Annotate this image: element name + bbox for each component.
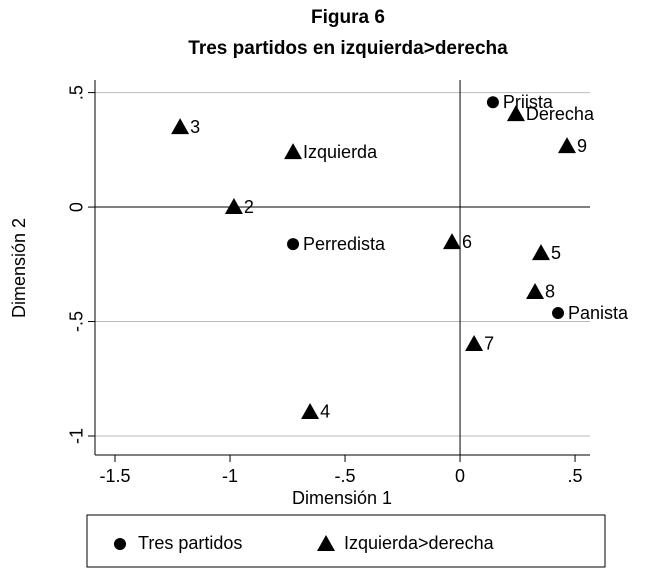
y-tick-label: -1 [67, 428, 87, 444]
x-tick-label: 0 [455, 466, 465, 486]
point-label: Panista [568, 303, 629, 323]
legend-label: Tres partidos [138, 533, 242, 553]
y-tick-label: .5 [67, 85, 87, 100]
x-tick-label: .5 [568, 466, 583, 486]
legend-box [86, 514, 606, 568]
y-tick-label: -.5 [67, 311, 87, 332]
point [287, 238, 300, 251]
point [506, 105, 525, 122]
point-label: Derecha [526, 104, 595, 124]
chart-title: Figura 6 [311, 7, 385, 28]
point [486, 96, 499, 109]
point-label: 4 [320, 402, 330, 422]
point [526, 282, 545, 299]
point [171, 118, 190, 135]
x-tick-label: -.5 [335, 466, 356, 486]
x-tick-label: -1.5 [99, 466, 130, 486]
point [552, 307, 565, 320]
point-label: 3 [190, 117, 200, 137]
legend-marker [317, 535, 335, 551]
point [465, 334, 484, 351]
point-label: Perredista [303, 234, 386, 254]
point-label: 2 [244, 197, 254, 217]
point [224, 198, 243, 215]
legend-label: Izquierda>derecha [344, 533, 495, 553]
point-label: Izquierda [303, 142, 378, 162]
point-label: 5 [551, 243, 561, 263]
x-tick-label: -1 [222, 466, 238, 486]
chart-subtitle: Tres partidos en izquierda>derecha [188, 38, 508, 59]
y-tick-label: 0 [67, 202, 87, 212]
point-label: 6 [462, 232, 472, 252]
y-axis-label: Dimensión 2 [9, 218, 29, 318]
point [532, 244, 551, 261]
point [301, 402, 320, 419]
legend-marker [114, 538, 126, 550]
point [557, 137, 576, 154]
point-label: 9 [577, 136, 587, 156]
point [442, 233, 461, 250]
point-label: 8 [545, 282, 555, 302]
point [284, 143, 303, 160]
x-axis-label: Dimensión 1 [292, 488, 392, 508]
point-label: 7 [484, 334, 494, 354]
